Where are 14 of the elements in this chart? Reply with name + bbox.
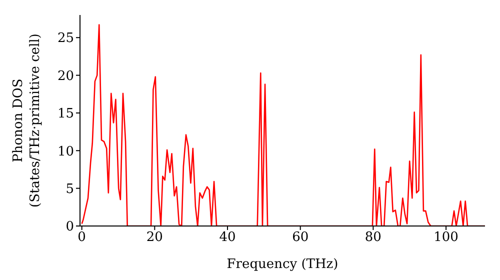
x-tick-label: 100 xyxy=(434,230,458,246)
x-tick-label: 20 xyxy=(146,230,163,246)
x-axis-title: Frequency (THz) xyxy=(226,257,338,272)
y-tick-label: 20 xyxy=(57,68,74,84)
y-axis-title: Phonon DOS (States/THz·primitive cell) xyxy=(11,33,43,208)
y-tick-label: 15 xyxy=(57,106,74,122)
x-tick-label: 80 xyxy=(364,230,382,246)
x-tick-label: 40 xyxy=(219,230,236,246)
y-tick-label: 0 xyxy=(66,220,74,235)
y-tick-label: 10 xyxy=(57,144,74,160)
y-tick-label: 25 xyxy=(57,31,74,46)
y-tick-label: 5 xyxy=(66,182,74,197)
x-tick-label: 0 xyxy=(78,230,86,246)
x-tick-label: 60 xyxy=(292,230,309,246)
